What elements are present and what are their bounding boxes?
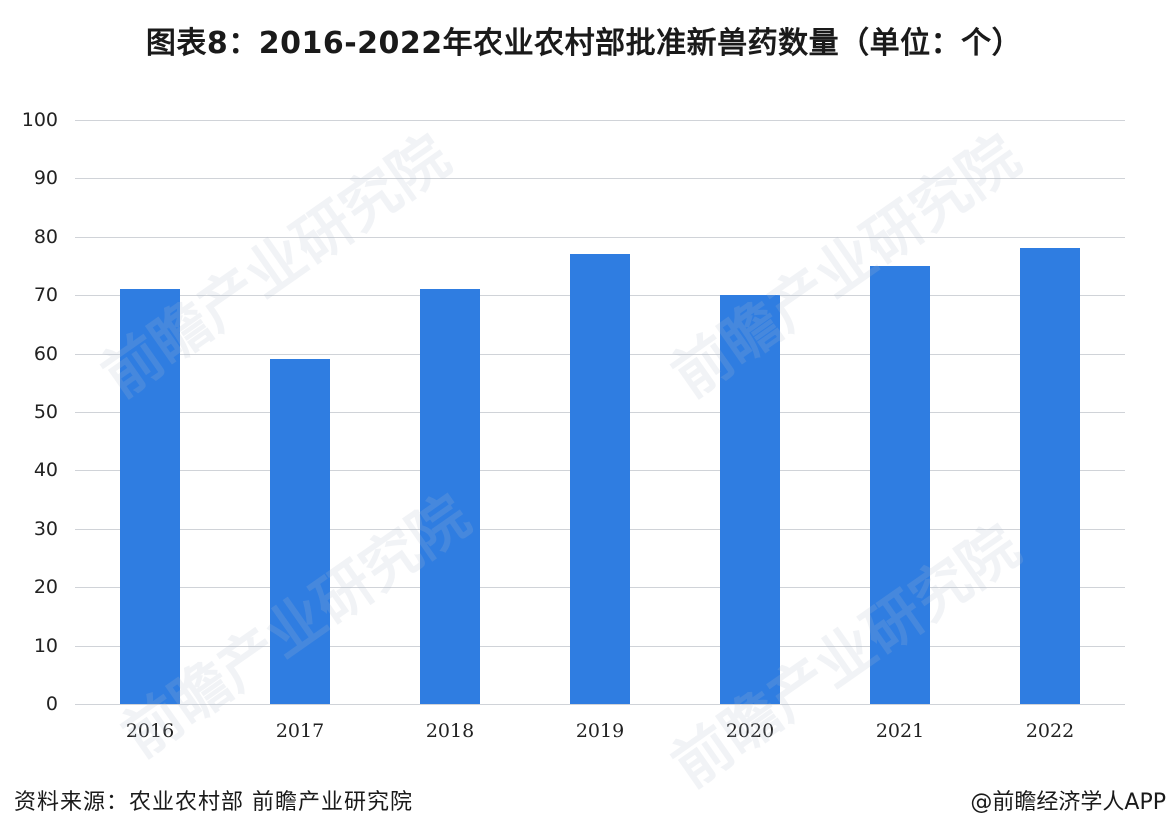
- y-tick-label: 0: [45, 693, 58, 715]
- y-tick-label: 60: [33, 343, 58, 365]
- y-tick-label: 20: [33, 576, 58, 598]
- bar-2016: [120, 289, 180, 704]
- chart-title: 图表8：2016-2022年农业农村部批准新兽药数量（单位：个）: [145, 26, 1023, 61]
- gridline: [75, 237, 1125, 238]
- bar-2018: [420, 289, 480, 704]
- y-tick-label: 70: [33, 284, 58, 306]
- source-note: 资料来源：农业农村部 前瞻产业研究院: [14, 790, 413, 815]
- bar-2020: [720, 295, 780, 704]
- gridline: [75, 178, 1125, 179]
- bar-2017: [270, 359, 330, 704]
- y-tick-label: 90: [33, 167, 58, 189]
- gridline: [75, 120, 1125, 121]
- x-tick-label: 2019: [575, 720, 625, 742]
- y-tick-label: 50: [33, 401, 58, 423]
- credit-note: @前瞻经济学人APP: [970, 790, 1166, 815]
- bar-2019: [570, 254, 630, 704]
- x-tick-label: 2016: [125, 720, 175, 742]
- y-tick-label: 100: [21, 109, 58, 131]
- x-tick-label: 2018: [425, 720, 475, 742]
- bar-2022: [1020, 248, 1080, 704]
- x-tick-label: 2020: [725, 720, 775, 742]
- y-tick-label: 80: [33, 226, 58, 248]
- y-tick-label: 40: [33, 459, 58, 481]
- x-tick-label: 2021: [875, 720, 925, 742]
- gridline: [75, 704, 1125, 705]
- y-tick-label: 30: [33, 518, 58, 540]
- x-tick-label: 2017: [275, 720, 325, 742]
- y-tick-label: 10: [33, 635, 58, 657]
- bar-2021: [870, 266, 930, 704]
- x-tick-label: 2022: [1025, 720, 1075, 742]
